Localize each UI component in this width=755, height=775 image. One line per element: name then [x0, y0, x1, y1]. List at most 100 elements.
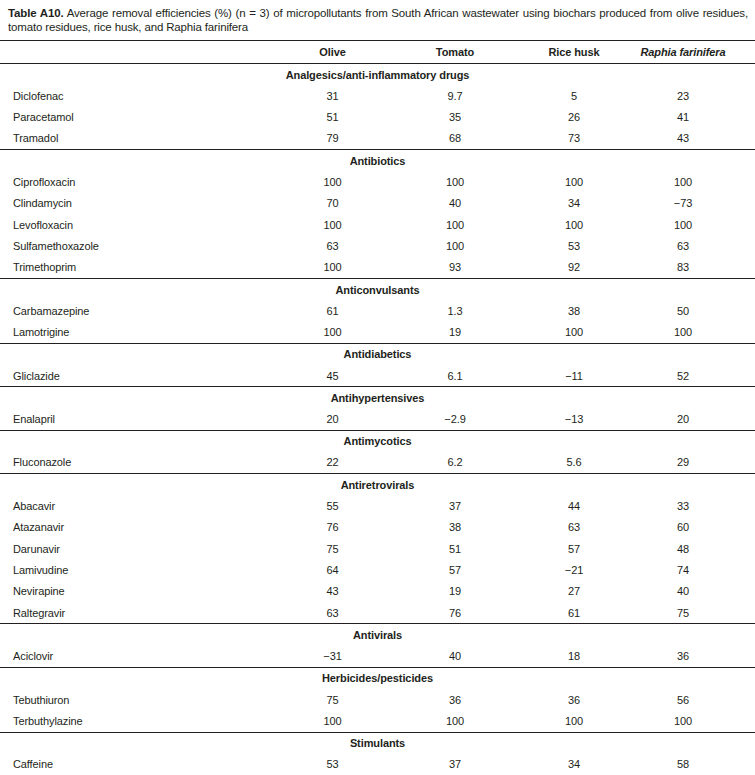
- compound-name: Sulfamethoxazole: [0, 235, 270, 256]
- compound-name: Nevirapine: [0, 581, 270, 602]
- compound-name: Tramadol: [0, 128, 270, 150]
- removal-efficiency-table: Olive Tomato Rice husk Raphia farinifera…: [0, 40, 755, 775]
- value-cell: 53: [515, 235, 633, 256]
- value-cell: 100: [515, 322, 633, 344]
- value-cell: 83: [633, 257, 755, 279]
- value-cell: 36: [633, 645, 755, 667]
- value-cell: 38: [395, 516, 515, 537]
- value-cell: 68: [395, 128, 515, 150]
- table-row: Sulfamethoxazole631005363: [0, 235, 755, 256]
- column-header-row: Olive Tomato Rice husk Raphia farinifera: [0, 41, 755, 64]
- value-cell: 37: [395, 495, 515, 516]
- value-cell: 63: [270, 235, 395, 256]
- value-cell: 100: [633, 710, 755, 732]
- table-row: Paracetamol51352641: [0, 106, 755, 127]
- compound-name: Atazanavir: [0, 516, 270, 537]
- value-cell: 43: [633, 128, 755, 150]
- compound-name: Clindamycin: [0, 193, 270, 214]
- value-cell: 63: [515, 516, 633, 537]
- table-caption-label: Table A10.: [8, 7, 63, 19]
- compound-name: Ciprofloxacin: [0, 171, 270, 192]
- section-header-row: Analgesics/anti-inflammatory drugs: [0, 64, 755, 86]
- value-cell: 36: [515, 689, 633, 710]
- value-cell: 75: [270, 538, 395, 559]
- value-cell: 52: [633, 365, 755, 387]
- table-row: Fluconazole226.25.629: [0, 452, 755, 474]
- table-row: Lamivudine6457−2174: [0, 559, 755, 580]
- table-caption-text: Average removal efficiencies (%) (n = 3)…: [8, 7, 748, 33]
- section-header: Antivirals: [0, 624, 755, 646]
- value-cell: 100: [515, 214, 633, 235]
- table-row: Carbamazepine611.33850: [0, 300, 755, 321]
- value-cell: 100: [633, 214, 755, 235]
- compound-name: Darunavir: [0, 538, 270, 559]
- table-row: Clindamycin704034−73: [0, 193, 755, 214]
- table-row: Aciclovir−31401836: [0, 645, 755, 667]
- value-cell: 40: [395, 193, 515, 214]
- value-cell: 76: [270, 516, 395, 537]
- compound-name: Gliclazide: [0, 365, 270, 387]
- table-row: Caffeine53373458: [0, 754, 755, 775]
- table-row: Abacavir55374433: [0, 495, 755, 516]
- table-row: Lamotrigine10019100100: [0, 322, 755, 344]
- compound-name: Lamivudine: [0, 559, 270, 580]
- compound-name: Tebuthiuron: [0, 689, 270, 710]
- value-cell: 38: [515, 300, 633, 321]
- value-cell: 22: [270, 452, 395, 474]
- compound-name: Enalapril: [0, 408, 270, 430]
- value-cell: 6.2: [395, 452, 515, 474]
- value-cell: 41: [633, 106, 755, 127]
- value-cell: 100: [270, 710, 395, 732]
- table-row: Atazanavir76386360: [0, 516, 755, 537]
- section-header: Stimulants: [0, 732, 755, 754]
- value-cell: 50: [633, 300, 755, 321]
- value-cell: 100: [395, 214, 515, 235]
- value-cell: 100: [515, 171, 633, 192]
- section-header: Antihypertensives: [0, 387, 755, 409]
- section-header: Herbicides/pesticides: [0, 667, 755, 689]
- value-cell: 6.1: [395, 365, 515, 387]
- value-cell: 93: [395, 257, 515, 279]
- table-row: Diclofenac319.7523: [0, 85, 755, 106]
- compound-name: Caffeine: [0, 754, 270, 775]
- value-cell: 56: [633, 689, 755, 710]
- value-cell: 61: [515, 602, 633, 624]
- section-header: Analgesics/anti-inflammatory drugs: [0, 64, 755, 86]
- value-cell: −21: [515, 559, 633, 580]
- section-header-row: Anticonvulsants: [0, 279, 755, 301]
- value-cell: 64: [270, 559, 395, 580]
- value-cell: 9.7: [395, 85, 515, 106]
- value-cell: 75: [633, 602, 755, 624]
- value-cell: 63: [270, 602, 395, 624]
- value-cell: 40: [395, 645, 515, 667]
- table-row: Raltegravir63766175: [0, 602, 755, 624]
- value-cell: 100: [395, 171, 515, 192]
- table-row: Gliclazide456.1−1152: [0, 365, 755, 387]
- value-cell: 100: [515, 710, 633, 732]
- value-cell: 26: [515, 106, 633, 127]
- compound-name: Carbamazepine: [0, 300, 270, 321]
- value-cell: 100: [270, 257, 395, 279]
- compound-name: Lamotrigine: [0, 322, 270, 344]
- table-row: Enalapril20−2.9−1320: [0, 408, 755, 430]
- value-cell: 34: [515, 754, 633, 775]
- compound-name: Fluconazole: [0, 452, 270, 474]
- value-cell: 18: [515, 645, 633, 667]
- section-header: Antibiotics: [0, 150, 755, 172]
- section-header-row: Antimycotics: [0, 430, 755, 452]
- column-header-rice-husk: Rice husk: [515, 41, 633, 64]
- value-cell: 55: [270, 495, 395, 516]
- table-row: Trimethoprim100939283: [0, 257, 755, 279]
- value-cell: 19: [395, 322, 515, 344]
- value-cell: 23: [633, 85, 755, 106]
- table-row: Terbuthylazine100100100100: [0, 710, 755, 732]
- value-cell: 70: [270, 193, 395, 214]
- value-cell: 40: [633, 581, 755, 602]
- value-cell: 45: [270, 365, 395, 387]
- compound-name: Trimethoprim: [0, 257, 270, 279]
- value-cell: −13: [515, 408, 633, 430]
- compound-name: Aciclovir: [0, 645, 270, 667]
- column-header-compound: [0, 41, 270, 64]
- value-cell: 5: [515, 85, 633, 106]
- value-cell: 29: [633, 452, 755, 474]
